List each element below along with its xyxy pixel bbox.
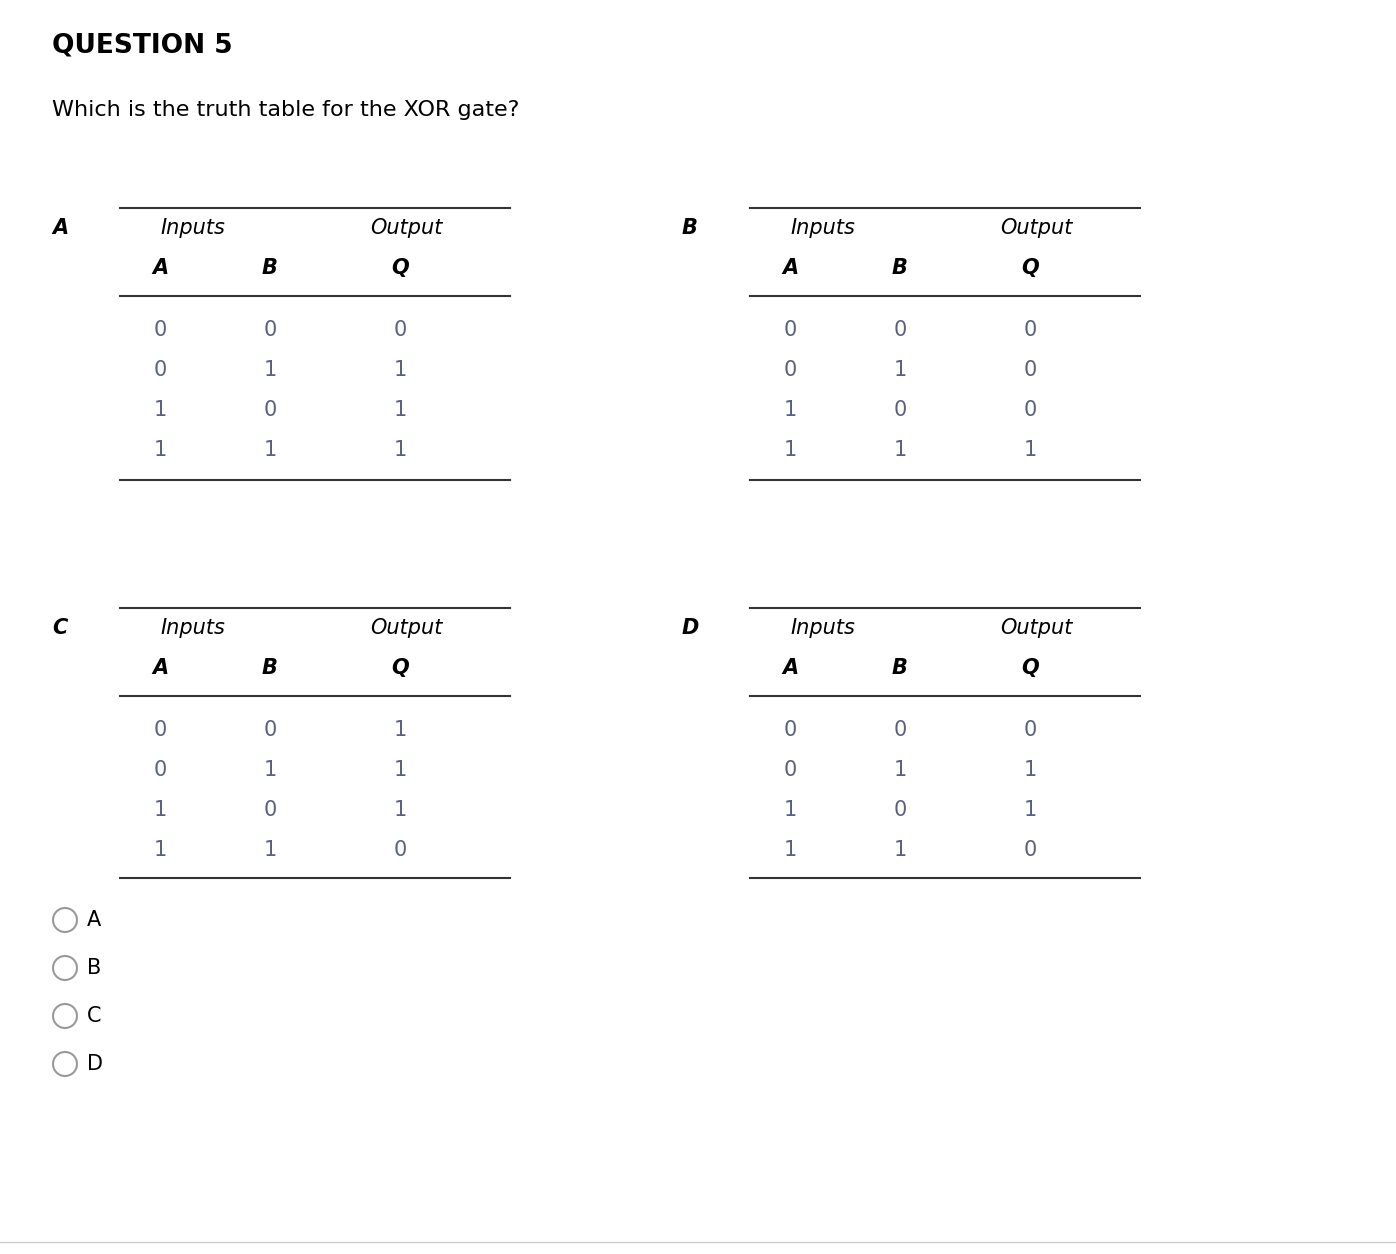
Text: 1: 1 [1023,800,1037,820]
Text: 0: 0 [154,760,166,780]
Text: 0: 0 [1023,840,1037,860]
Text: 1: 1 [264,440,276,460]
Text: A: A [152,258,168,278]
Text: C: C [87,1006,102,1026]
Text: 1: 1 [394,800,406,820]
Text: 0: 0 [264,800,276,820]
Text: Inputs: Inputs [790,218,854,238]
Text: 0: 0 [264,400,276,420]
Text: 0: 0 [154,320,166,340]
Text: Inputs: Inputs [161,618,225,638]
Text: 1: 1 [264,760,276,780]
Text: 0: 0 [783,760,797,780]
Text: 0: 0 [783,720,797,740]
Text: A: A [782,658,799,678]
Text: 1: 1 [783,440,797,460]
Text: B: B [892,658,907,678]
Text: Output: Output [370,218,443,238]
Text: 1: 1 [264,840,276,860]
Text: 1: 1 [893,440,906,460]
Text: 0: 0 [264,320,276,340]
Text: A: A [782,258,799,278]
Text: 1: 1 [154,840,166,860]
Text: 1: 1 [394,440,406,460]
Text: A: A [52,218,68,238]
Text: 0: 0 [893,720,906,740]
Text: 0: 0 [394,840,406,860]
Text: B: B [892,258,907,278]
Text: B: B [87,958,102,978]
Text: 0: 0 [394,320,406,340]
Text: 1: 1 [783,840,797,860]
Text: 1: 1 [264,360,276,380]
Text: QUESTION 5: QUESTION 5 [52,33,233,58]
Text: 0: 0 [154,360,166,380]
Text: A: A [87,910,102,930]
Text: Output: Output [370,618,443,638]
Text: Inputs: Inputs [161,218,225,238]
Text: 0: 0 [1023,360,1037,380]
Text: 1: 1 [394,760,406,780]
Text: Q: Q [391,258,409,278]
Text: C: C [52,618,67,638]
Text: 0: 0 [154,720,166,740]
Text: 1: 1 [154,440,166,460]
Text: 1: 1 [394,360,406,380]
Text: 1: 1 [893,760,906,780]
Text: Output: Output [1000,218,1072,238]
Text: 0: 0 [893,800,906,820]
Text: 1: 1 [154,400,166,420]
Text: 1: 1 [783,800,797,820]
Text: 0: 0 [783,320,797,340]
Text: Q: Q [1020,258,1039,278]
Text: 0: 0 [893,320,906,340]
Text: 0: 0 [1023,320,1037,340]
Text: Q: Q [391,658,409,678]
Text: 1: 1 [1023,440,1037,460]
Text: D: D [87,1055,103,1073]
Text: 0: 0 [1023,720,1037,740]
Text: B: B [262,658,278,678]
Text: 1: 1 [394,720,406,740]
Text: 0: 0 [783,360,797,380]
Text: 0: 0 [1023,400,1037,420]
Text: 1: 1 [893,360,906,380]
Text: 0: 0 [893,400,906,420]
Text: 1: 1 [394,400,406,420]
Text: 1: 1 [783,400,797,420]
Text: 1: 1 [1023,760,1037,780]
Text: D: D [683,618,699,638]
Text: A: A [152,658,168,678]
Text: Which is the truth table for the XOR gate?: Which is the truth table for the XOR gat… [52,100,519,120]
Text: Q: Q [1020,658,1039,678]
Text: 0: 0 [264,720,276,740]
Text: 1: 1 [893,840,906,860]
Text: B: B [262,258,278,278]
Text: Output: Output [1000,618,1072,638]
Text: B: B [683,218,698,238]
Text: Inputs: Inputs [790,618,854,638]
Text: 1: 1 [154,800,166,820]
